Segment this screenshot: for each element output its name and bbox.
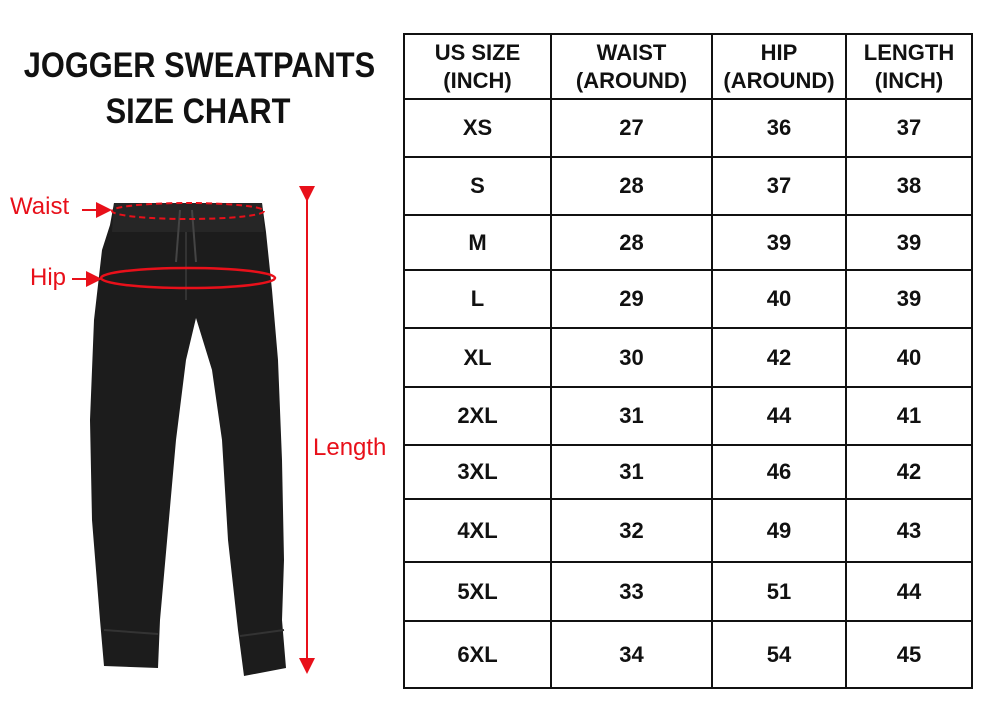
size-table: US SIZE (INCH) WAIST (AROUND) HIP (AROUND) … xyxy=(403,33,973,689)
cell-hip: 44 xyxy=(711,386,847,446)
cell-size: M xyxy=(403,214,552,271)
cell-length: 42 xyxy=(845,444,973,500)
cell-waist: 33 xyxy=(550,561,713,622)
cell-hip: 51 xyxy=(711,561,847,622)
chart-title-line1: JOGGER SWEATPANTS xyxy=(23,46,376,85)
cell-waist: 29 xyxy=(550,269,713,329)
cell-hip: 54 xyxy=(711,620,847,689)
cell-size: XS xyxy=(403,98,552,158)
header-length: LENGTH (INCH) xyxy=(845,33,973,100)
cell-length: 41 xyxy=(845,386,973,446)
cell-size: S xyxy=(403,156,552,216)
length-label: Length xyxy=(313,434,387,461)
cell-waist: 31 xyxy=(550,386,713,446)
table-row: 6XL 34 54 45 xyxy=(403,620,973,689)
cell-size: 6XL xyxy=(403,620,552,689)
hip-label: Hip xyxy=(30,264,67,291)
cell-size: 4XL xyxy=(403,498,552,563)
table-row: 4XL 32 49 43 xyxy=(403,498,973,563)
cell-hip: 46 xyxy=(711,444,847,500)
cell-hip: 40 xyxy=(711,269,847,329)
cell-waist: 31 xyxy=(550,444,713,500)
cell-waist: 32 xyxy=(550,498,713,563)
cell-size: 5XL xyxy=(403,561,552,622)
waist-label: Waist xyxy=(10,193,70,220)
cell-length: 43 xyxy=(845,498,973,563)
pants-illustration xyxy=(72,186,315,676)
header-waist: WAIST (AROUND) xyxy=(550,33,713,100)
cell-size: XL xyxy=(403,327,552,388)
cell-length: 45 xyxy=(845,620,973,689)
table-row: M 28 39 39 xyxy=(403,214,973,271)
cell-length: 39 xyxy=(845,269,973,329)
table-row: XS 27 36 37 xyxy=(403,98,973,158)
waist-measure-ellipse xyxy=(111,202,265,220)
cell-size: L xyxy=(403,269,552,329)
cell-hip: 36 xyxy=(711,98,847,158)
cell-length: 38 xyxy=(845,156,973,216)
table-row: XL 30 42 40 xyxy=(403,327,973,388)
table-row: 5XL 33 51 44 xyxy=(403,561,973,622)
header-row: US SIZE (INCH) WAIST (AROUND) HIP (AROUND) … xyxy=(403,33,973,100)
jogger-pants-image xyxy=(90,203,286,676)
cell-waist: 30 xyxy=(550,327,713,388)
cell-waist: 27 xyxy=(550,98,713,158)
cell-hip: 37 xyxy=(711,156,847,216)
header-us-size: US SIZE (INCH) xyxy=(403,33,552,100)
cell-size: 3XL xyxy=(403,444,552,500)
table-row: S 28 37 38 xyxy=(403,156,973,216)
cell-length: 37 xyxy=(845,98,973,158)
table-row: 3XL 31 46 42 xyxy=(403,444,973,500)
table-row: L 29 40 39 xyxy=(403,269,973,329)
cell-waist: 28 xyxy=(550,156,713,216)
cell-length: 39 xyxy=(845,214,973,271)
cell-hip: 39 xyxy=(711,214,847,271)
cell-hip: 42 xyxy=(711,327,847,388)
cell-length: 44 xyxy=(845,561,973,622)
cell-waist: 28 xyxy=(550,214,713,271)
cell-hip: 49 xyxy=(711,498,847,563)
cell-size: 2XL xyxy=(403,386,552,446)
chart-title-line2: SIZE CHART xyxy=(105,92,291,131)
header-hip: HIP (AROUND) xyxy=(711,33,847,100)
table-row: 2XL 31 44 41 xyxy=(403,386,973,446)
cell-waist: 34 xyxy=(550,620,713,689)
cell-length: 40 xyxy=(845,327,973,388)
